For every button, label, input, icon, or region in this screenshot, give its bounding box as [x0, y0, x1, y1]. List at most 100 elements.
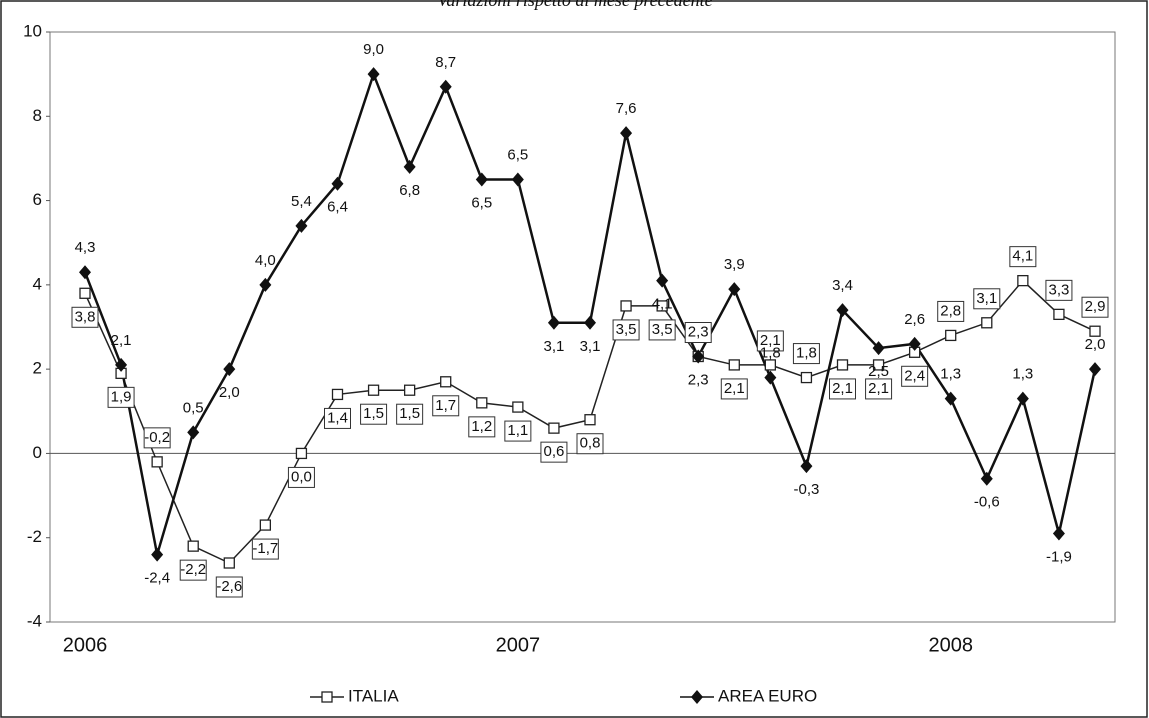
data-label: 1,3 — [1012, 366, 1033, 383]
label-box — [360, 403, 388, 425]
marker — [223, 362, 236, 377]
marker — [187, 425, 200, 440]
marker — [620, 126, 633, 141]
data-label: 6,5 — [471, 194, 492, 211]
data-label: 2,1 — [832, 380, 853, 397]
marker — [836, 359, 849, 371]
marker — [656, 300, 668, 312]
marker — [367, 384, 380, 396]
marker — [1017, 274, 1029, 287]
marker — [728, 282, 741, 297]
data-label: 1,4 — [327, 409, 348, 426]
marker — [259, 277, 272, 292]
data-label: 2,0 — [1085, 336, 1106, 353]
y-tick-label: -2 — [27, 527, 42, 546]
label-box — [901, 365, 929, 387]
marker — [728, 359, 740, 371]
legend-label: ITALIA — [348, 686, 399, 705]
data-label: 3,1 — [976, 290, 997, 307]
data-label: 3,1 — [580, 338, 601, 355]
data-label: 1,7 — [435, 397, 456, 414]
label-box — [540, 441, 568, 463]
marker — [259, 519, 272, 531]
marker — [944, 391, 957, 406]
data-label: 8,7 — [435, 54, 456, 71]
marker — [403, 159, 416, 174]
data-label: 1,3 — [940, 366, 961, 383]
marker — [223, 557, 235, 569]
data-label: 1,5 — [399, 405, 420, 422]
marker — [79, 265, 91, 280]
marker — [1053, 308, 1065, 321]
marker — [584, 315, 596, 330]
data-label: -1,7 — [252, 540, 278, 557]
data-label: 3,5 — [652, 321, 673, 338]
marker — [115, 357, 128, 372]
data-label: 3,9 — [724, 256, 745, 273]
y-tick-label: 0 — [33, 443, 42, 462]
data-label: 2,6 — [904, 311, 925, 328]
marker — [908, 336, 921, 351]
label-box — [251, 538, 279, 560]
data-label: 0,0 — [291, 468, 312, 485]
data-label: 2,8 — [940, 302, 961, 319]
data-label: -0,2 — [144, 429, 170, 446]
label-box — [829, 378, 856, 400]
data-label: 7,6 — [616, 100, 637, 117]
label-box — [865, 378, 893, 400]
label-box — [504, 420, 532, 442]
data-label: 2,9 — [1085, 298, 1106, 315]
label-box — [287, 466, 315, 488]
label-box — [720, 378, 748, 400]
data-label: 2,3 — [688, 371, 709, 388]
marker — [403, 384, 416, 396]
label-box — [215, 576, 243, 598]
data-label: 2,4 — [904, 367, 925, 384]
marker — [151, 456, 163, 468]
data-label: 1,8 — [796, 345, 817, 362]
label-box — [1045, 279, 1073, 301]
data-label: 2,5 — [868, 363, 889, 380]
marker — [321, 691, 333, 703]
marker — [295, 447, 308, 460]
data-label: 0,6 — [543, 443, 564, 460]
data-label: 3,4 — [832, 277, 853, 294]
marker — [872, 359, 885, 371]
y-tick-label: 10 — [23, 21, 42, 40]
data-label: -1,9 — [1046, 548, 1072, 565]
marker — [151, 547, 164, 562]
data-label: 1,9 — [111, 388, 132, 405]
data-label: -2,2 — [180, 561, 206, 578]
data-label: 1,5 — [363, 405, 384, 422]
marker — [295, 218, 308, 233]
label-box — [143, 427, 171, 449]
x-tick-label: 2007 — [496, 634, 541, 656]
marker — [945, 329, 957, 342]
data-label: 5,4 — [291, 193, 312, 210]
marker — [331, 388, 344, 401]
data-label: 3,5 — [616, 321, 637, 338]
data-label: 3,1 — [543, 338, 564, 355]
label-box — [756, 330, 784, 352]
data-label: 0,8 — [580, 435, 601, 452]
marker — [620, 300, 632, 312]
marker — [764, 370, 777, 385]
marker — [1052, 526, 1065, 541]
marker — [1089, 325, 1101, 337]
marker — [980, 471, 993, 486]
label-box — [576, 433, 604, 455]
marker — [79, 287, 91, 299]
data-label: 3,3 — [1048, 281, 1069, 298]
label-box — [432, 395, 460, 417]
data-label: 2,3 — [688, 323, 709, 340]
data-label: 2,1 — [868, 380, 889, 397]
marker — [692, 349, 705, 364]
y-tick-label: 2 — [33, 359, 42, 378]
marker — [187, 540, 199, 552]
data-label: 2,1 — [724, 380, 745, 397]
marker — [475, 172, 488, 187]
label-box — [468, 416, 496, 438]
data-label: 6,5 — [507, 146, 528, 163]
data-label: 2,0 — [219, 384, 240, 401]
